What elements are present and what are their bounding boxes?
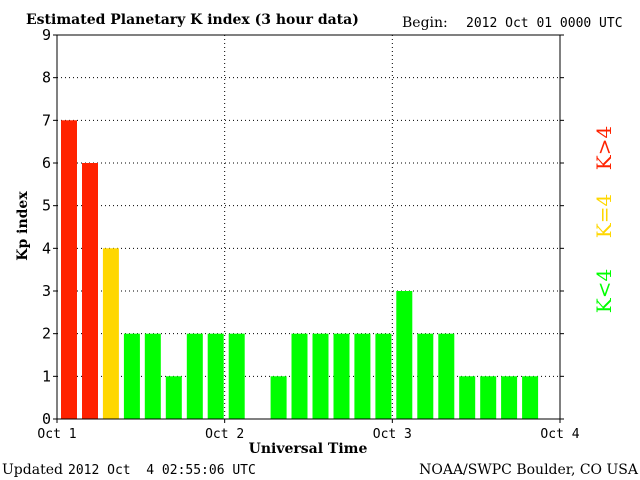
kp-bar	[228, 333, 245, 419]
legend-above-4: K>4	[592, 126, 616, 170]
credit-text: NOAA/SWPC Boulder, CO USA	[419, 462, 639, 478]
kp-bar	[438, 333, 455, 419]
x-tick-label: Oct 4	[540, 427, 579, 442]
updated-value: 2012 Oct 4 02:55:06 UTC	[68, 463, 256, 478]
y-tick-label: 7	[42, 111, 51, 129]
y-tick-label: 8	[42, 69, 51, 87]
x-tick-label: Oct 3	[373, 427, 412, 442]
y-axis-label: Kp index	[15, 191, 31, 261]
y-tick-label: 9	[42, 26, 51, 44]
kp-bar	[396, 291, 413, 419]
y-tick-label: 6	[42, 154, 51, 172]
y-tick-label: 1	[42, 367, 51, 385]
kp-bar	[312, 333, 329, 419]
kp-bar	[501, 376, 518, 419]
kp-bar	[417, 333, 434, 419]
y-tick-label: 5	[42, 197, 51, 215]
updated-label: Updated	[2, 462, 63, 478]
kp-bar	[270, 376, 287, 419]
kp-bar	[459, 376, 476, 419]
begin-value: 2012 Oct 01 0000 UTC	[466, 16, 623, 31]
x-axis-ticks: Oct 1 Oct 2 Oct 3 Oct 4	[37, 419, 580, 442]
x-tick-label: Oct 1	[37, 427, 76, 442]
kp-bar	[186, 333, 203, 419]
plot-frame	[56, 34, 561, 420]
y-tick-label: 4	[42, 239, 51, 257]
kp-bar	[102, 248, 119, 419]
y-tick-label: 0	[42, 410, 51, 428]
y-axis-ticks: 0 1 2 3 4 5 6 7 8 9	[42, 26, 564, 428]
y-tick-label: 2	[42, 325, 51, 343]
legend-equal-4: K=4	[592, 194, 616, 238]
kp-bar	[165, 376, 182, 419]
kp-bar	[480, 376, 497, 419]
kp-bar	[61, 120, 77, 420]
kp-bar	[375, 333, 392, 419]
x-tick-label: Oct 2	[205, 427, 244, 442]
grid-lines	[57, 35, 560, 419]
begin-label: Begin:	[402, 15, 448, 31]
legend-below-4: K<4	[592, 269, 616, 313]
bars-group	[61, 120, 539, 420]
chart-title: Estimated Planetary K index (3 hour data…	[26, 12, 359, 28]
kp-bar	[333, 333, 350, 419]
kp-bar	[82, 163, 98, 419]
y-tick-label: 3	[42, 282, 51, 300]
kp-bar	[144, 333, 161, 419]
x-axis-label: Universal Time	[249, 441, 368, 457]
kp-bar	[354, 333, 371, 419]
kp-bar	[522, 376, 539, 419]
kp-bar	[291, 333, 308, 419]
kp-bar	[123, 333, 140, 419]
kp-bar	[207, 333, 224, 419]
